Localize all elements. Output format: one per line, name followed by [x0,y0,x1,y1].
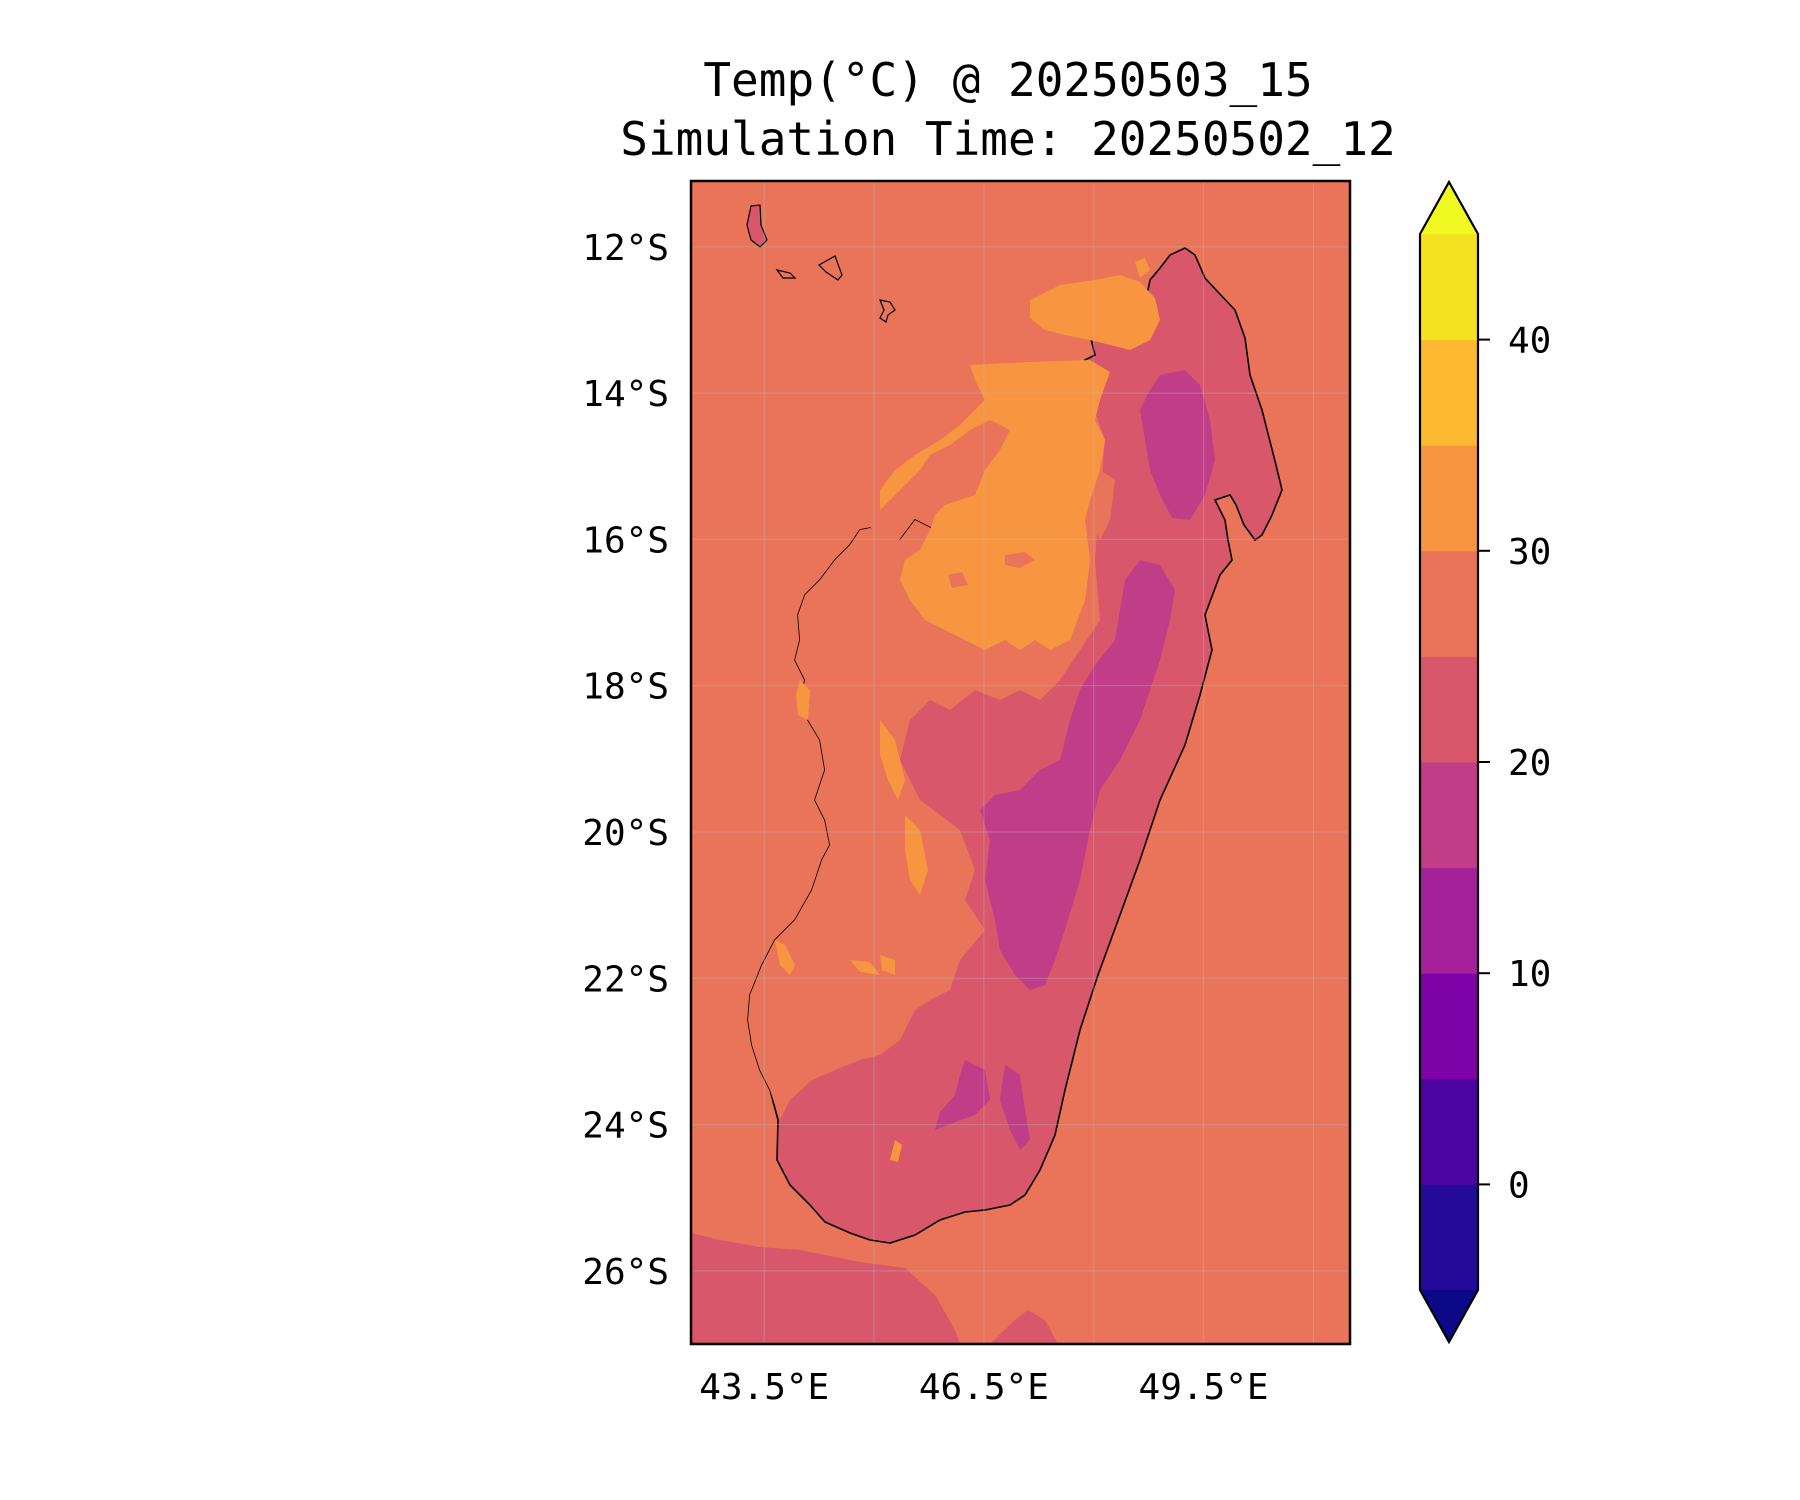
zone-30-35-west-sliver-6 [880,955,895,975]
lat-tick-label-0: 12°S [582,228,669,269]
lat-tick-label-2: 16°S [582,520,669,561]
colorbar-band-8 [1420,339,1478,446]
lat-tick-label-1: 14°S [582,374,669,415]
zone-15-20-central-highlands [980,560,1175,990]
map-frame [689,179,1352,1346]
zone-25-30-pocket-2 [948,572,968,588]
island-moheli [775,269,797,279]
southern-ocean-cool-band [691,1233,1350,1344]
zone-15-20-south-highlands [935,1060,990,1130]
zone-30-35-south-sliver [890,1140,902,1162]
lon-tick-label-2: 49.5°E [1139,1367,1269,1408]
island-grande-comore [746,204,768,248]
zone-15-20-south-highlands-2 [1000,1065,1030,1150]
map-panel: 12°S14°S16°S18°S20°S22°S24°S26°S 43.5°E 4… [582,179,1352,1408]
colorbar-band-2 [1420,973,1478,1080]
colorbar-tick-label-3: 30 [1508,532,1551,573]
colorbar-band-0 [1420,1184,1478,1291]
zone-25-30-north-inland [1092,470,1115,540]
colorbar-band-9 [1420,234,1478,341]
lon-tick-label-1: 46.5°E [919,1367,1049,1408]
zone-30-35-west-sliver-2 [880,720,905,800]
colorbar-band-4 [1420,762,1478,869]
colorbar-tick-label-1: 10 [1508,954,1551,995]
island-anjouan [818,255,843,281]
colorbar-tick-label-4: 40 [1508,321,1551,362]
madagascar-temperature-zones [748,258,1215,1162]
colorbar-band-1 [1420,1078,1478,1185]
lon-tick-label-0: 43.5°E [699,1367,829,1408]
longitude-axis: 43.5°E 46.5°E 49.5°E [699,1367,1268,1408]
map-gridlines [691,181,1350,1344]
zone-25-30-pocket-1 [1005,552,1035,568]
latitude-axis: 12°S 14°S 16°S 18°S 20°S 22°S 24°S 26°S [582,228,669,1293]
colorbar-bands [1420,234,1478,1291]
colorbar-band-5 [1420,656,1478,763]
colorbar-outline [1418,179,1480,1345]
colorbar-band-3 [1420,867,1478,974]
island-mayotte [879,299,896,323]
colorbar-under-extension [1420,1290,1478,1342]
colorbar-band-6 [1420,550,1478,657]
zone-30-35-northeast-patch [1135,258,1150,278]
zone-30-35-west-sliver-4 [775,940,795,975]
zone-30-35-north-bay [1030,275,1160,350]
title-line-2: Simulation Time: 20250502_12 [620,112,1395,166]
colorbar-band-7 [1420,445,1478,552]
title-line-1: Temp(°C) @ 20250503_15 [703,53,1312,107]
zone-30-35-northwest [880,360,1110,650]
zone-15-20-northeast-highlands [1140,370,1215,520]
zone-30-35-west-sliver-3 [905,815,928,895]
colorbar: 0 10 20 30 40 [1418,179,1551,1345]
colorbar-ticks: 0 10 20 30 40 [1478,321,1551,1206]
lat-tick-label-3: 18°S [582,667,669,708]
zone-30-35-west-sliver-1 [796,680,810,720]
lat-tick-label-4: 20°S [582,813,669,854]
lat-tick-label-7: 26°S [582,1252,669,1293]
colorbar-tick-label-2: 20 [1508,743,1551,784]
lat-tick-label-5: 22°S [582,959,669,1000]
zone-30-35-west-sliver-5 [850,960,880,975]
colorbar-over-extension [1420,182,1478,234]
colorbar-tick-label-0: 0 [1508,1165,1530,1206]
lat-tick-label-6: 24°S [582,1106,669,1147]
